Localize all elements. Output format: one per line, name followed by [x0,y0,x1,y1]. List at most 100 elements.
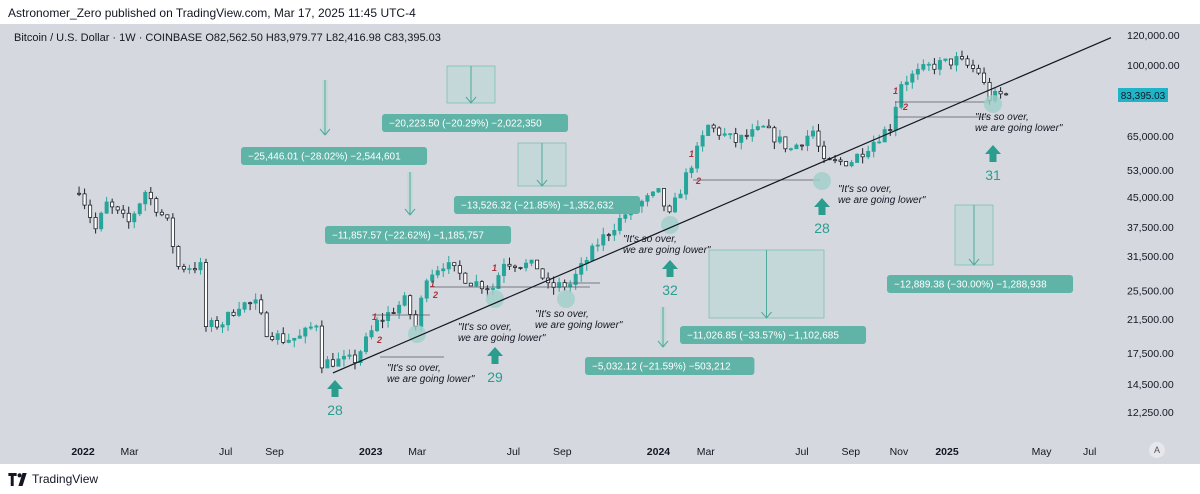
quote-annotation[interactable]: "It's so over,we are going lower" [623,234,711,256]
price-range-measure[interactable] [657,307,669,348]
candle-body [237,308,242,316]
candle-body [369,330,374,338]
auto-scale-button[interactable]: A [1149,442,1165,458]
candle-body [695,145,700,169]
measure-label[interactable]: −25,446.01 (−28.02%) −2,544,601 [241,147,428,165]
candle-body [833,159,838,162]
quote-line-2: we are going lower" [838,195,926,206]
candle-body [739,134,744,143]
candle-body [413,313,418,327]
candle-body [435,270,440,276]
arrow-number: 28 [327,402,343,418]
chart-area[interactable] [0,24,1200,464]
candle-body [744,134,749,137]
x-tick-label: Jul [1083,446,1096,458]
candle-body [419,297,424,327]
candle-body [126,212,131,223]
candle-body [849,162,854,167]
last-price-label: 83,395.03 [1121,91,1166,102]
candle-body [612,230,617,236]
candle-body [529,259,534,264]
candle-body [932,63,937,70]
y-tick-label: 12,250.00 [1127,407,1174,419]
candle-body [761,125,766,128]
candle-body [943,58,948,61]
candle-body [948,58,953,66]
quote-annotation[interactable]: "It's so over,we are going lower" [458,322,546,344]
price-range-measure[interactable] [954,204,994,266]
candle-body [959,56,964,60]
price-range-measure[interactable] [517,142,567,187]
candle-body [115,206,120,211]
quote-annotation[interactable]: "It's so over,we are going lower" [535,309,623,331]
measure-label-text: −5,032.12 (−21.59%) −503,212 [592,362,731,373]
x-tick-label: Sep [553,446,572,458]
candle-body [192,268,197,271]
candle-body [678,193,683,199]
candle-body [358,351,363,364]
candle-body [253,299,258,304]
quote-line-2: we are going lower" [623,245,711,256]
candle-body [783,136,788,150]
candle-body [822,145,827,159]
quote-line-2: we are going lower" [387,374,475,385]
quote-line-1: "It's so over, [975,112,1029,123]
candle-body [137,203,142,215]
quote-line-2: we are going lower" [535,320,623,331]
measure-label[interactable]: −5,032.12 (−21.59%) −503,212 [585,357,755,375]
quote-annotations: "It's so over,we are going lower""It's s… [387,112,1063,385]
buy-arrow: 29 [487,347,503,385]
wave-mark: 1 [492,263,497,273]
candle-body [364,336,369,353]
buy-arrow: 28 [814,198,830,236]
candle-body [535,259,540,270]
candle-body [777,136,782,143]
price-range-measure[interactable] [708,249,825,319]
candle-body [468,282,473,287]
price-range-measure[interactable] [319,80,331,136]
quote-line-1: "It's so over, [387,363,441,374]
measure-label[interactable]: −11,026.85 (−33.57%) −1,102,685 [680,326,867,344]
candle-body [899,84,904,108]
candle-body [336,358,341,367]
price-range-measure[interactable] [446,65,496,104]
ohlc-open: O82,562.50 [205,32,263,44]
wave-mark: 1 [893,86,898,96]
candle-body [799,144,804,147]
x-tick-label: 2024 [647,446,671,458]
measure-label-box [585,357,755,375]
ohlc-high: H83,979.77 [265,32,323,44]
support-trendline[interactable] [332,37,1112,374]
measure-arrow-head [465,96,477,104]
wave-mark: 2 [432,290,438,300]
buy-arrows: 28 29 32 28 31 [327,145,1001,418]
measure-label[interactable]: −12,889.38 (−30.00%) −1,288,938 [887,275,1074,293]
candle-body [722,133,727,136]
footer: TradingView [0,464,1200,494]
measure-label-box [887,275,1074,293]
symbol-name[interactable]: Bitcoin / U.S. Dollar · 1W · COINBASE [14,32,203,44]
x-tick-label: Nov [890,446,909,458]
buy-arrow: 28 [327,380,343,418]
candle-body [982,72,987,83]
measure-label[interactable]: −13,526.32 (−21.85%) −1,352,632 [454,196,641,214]
candle-body [617,217,622,231]
candle-body [915,68,920,75]
quote-annotation[interactable]: "It's so over,we are going lower" [838,184,926,206]
candle-body [341,355,346,360]
measure-label[interactable]: −11,857.57 (−22.62%) −1,185,757 [325,226,512,244]
candle-body [485,288,490,291]
price-range-measure[interactable] [404,172,416,216]
candle-body [181,266,186,270]
top-bar: Astronomer_Zero published on TradingView… [0,0,1200,24]
candle-body [231,311,236,316]
quote-annotation[interactable]: "It's so over,we are going lower" [387,363,475,385]
y-tick-label: 45,000.00 [1127,192,1174,204]
up-arrow-icon [327,380,343,397]
candle-body [121,209,126,214]
measure-label-text: −25,446.01 (−28.02%) −2,544,601 [248,152,401,163]
measure-label[interactable]: −20,223.50 (−20.29%) −2,022,350 [382,114,569,132]
up-arrow-icon [814,198,830,215]
quote-annotation[interactable]: "It's so over,we are going lower" [975,112,1063,134]
